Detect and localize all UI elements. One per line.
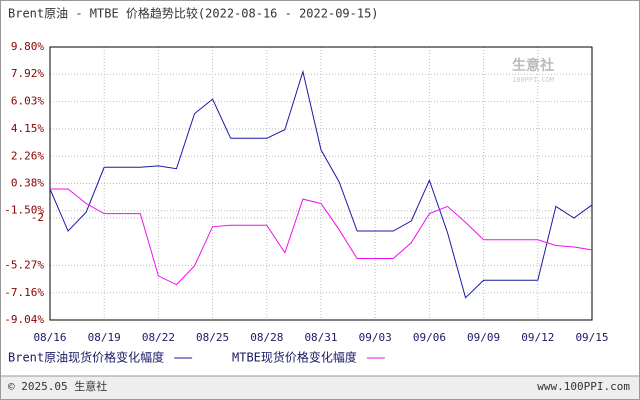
watermark-site: 100PPI.COM	[512, 76, 554, 84]
legend-label: MTBE现货价格变化幅度	[232, 350, 357, 365]
y-tick-label: 7.92%	[11, 67, 44, 80]
x-tick-label: 09/09	[467, 331, 500, 344]
x-tick-label: 08/25	[196, 331, 229, 344]
plot-border	[49, 46, 593, 321]
x-tick-label: 08/31	[304, 331, 337, 344]
watermark-name: 生意社	[512, 57, 554, 74]
y-tick-label: 0.38%	[11, 177, 44, 190]
y-tick-label: -5.27%	[4, 258, 44, 271]
chart-title: Brent原油 - MTBE 价格趋势比较(2022-08-16 - 2022-…	[8, 6, 379, 21]
x-tick-label: 08/22	[142, 331, 175, 344]
footer-left: © 2025.05 生意社	[8, 379, 107, 393]
y-tick-label: 6.03%	[11, 95, 44, 108]
x-tick-label: 09/06	[413, 331, 446, 344]
y-tick-label: 4.15%	[11, 122, 44, 135]
x-tick-label: 08/16	[33, 331, 66, 344]
y-tick-label: -7.16%	[4, 286, 44, 299]
x-tick-label: 09/15	[575, 331, 608, 344]
y-tick-label: -9.04%	[4, 313, 44, 326]
x-tick-label: 08/28	[250, 331, 283, 344]
y-tick-label: -1.50%	[4, 204, 44, 217]
series-line	[50, 188, 593, 286]
legend-label: Brent原油现货价格变化幅度	[8, 350, 164, 365]
y-tick-label: 9.80%	[11, 40, 44, 53]
y-tick-label: 2.26%	[11, 149, 44, 162]
x-tick-label: 08/19	[88, 331, 121, 344]
footer-right: www.100PPI.com	[537, 380, 630, 393]
series-line	[49, 69, 593, 299]
y-tick-label: -2	[31, 211, 44, 224]
x-tick-label: 09/12	[521, 331, 554, 344]
footer-band	[1, 376, 639, 399]
x-tick-label: 09/03	[359, 331, 392, 344]
